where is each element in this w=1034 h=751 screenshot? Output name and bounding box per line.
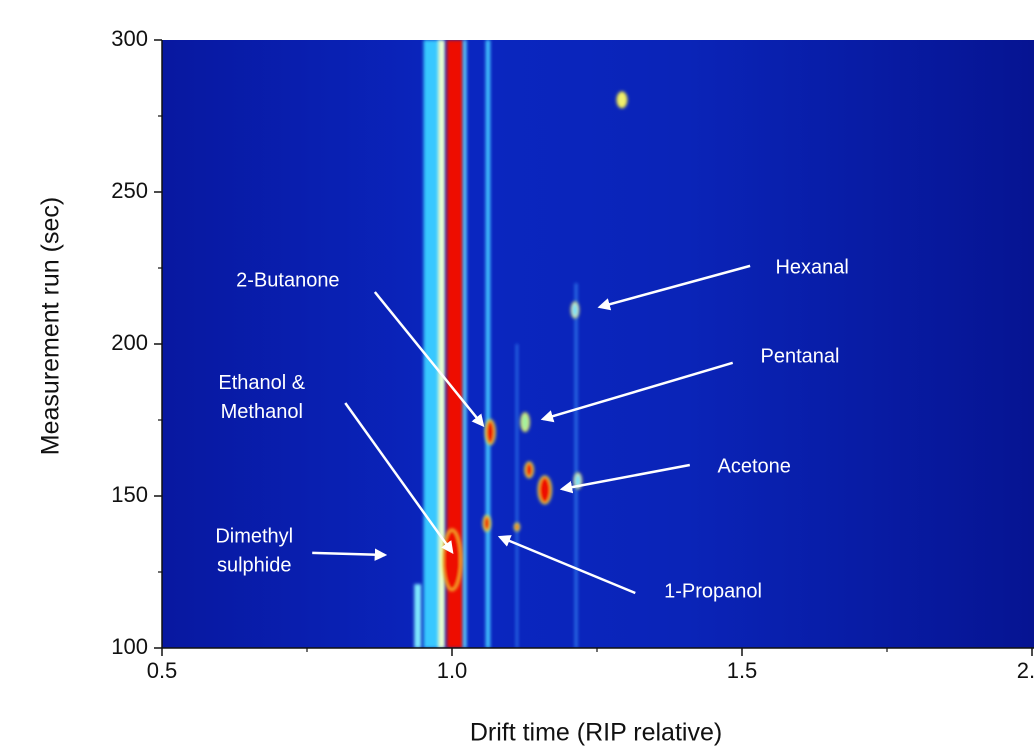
plot-area	[414, 40, 628, 648]
annotation-arrow	[559, 463, 691, 494]
y-tick-label: 150	[111, 482, 148, 507]
y-axis-title: Measurement run (sec)	[37, 197, 65, 455]
peak	[484, 419, 496, 446]
annotation-label: Ethanol &	[218, 372, 305, 394]
annotation-arrow	[540, 361, 734, 423]
peak	[441, 528, 463, 591]
peak	[513, 522, 521, 532]
y-tick-label: 250	[111, 178, 148, 203]
peak	[570, 301, 580, 319]
band	[515, 344, 519, 648]
peak	[537, 475, 552, 505]
peak	[482, 515, 492, 532]
band	[463, 40, 467, 648]
band	[574, 283, 578, 648]
plot-background	[162, 40, 1034, 648]
x-axis-title: Drift time (RIP relative)	[470, 719, 722, 747]
y-tick-label: 300	[111, 26, 148, 51]
x-tick-label: 1.0	[437, 658, 468, 683]
annotation-label: Methanol	[221, 401, 303, 423]
band	[485, 40, 491, 648]
annotation-label: 2-Butanone	[236, 269, 339, 291]
band	[438, 40, 446, 648]
annotation-label: Hexanal	[775, 256, 848, 278]
peak	[616, 91, 628, 109]
annotation-arrow	[597, 264, 751, 311]
peak	[520, 412, 530, 432]
x-tick-label: 0.5	[147, 658, 178, 683]
band	[446, 40, 464, 648]
band	[414, 584, 422, 648]
x-tick-label: 2.0	[1017, 658, 1034, 683]
y-tick-label: 100	[111, 634, 148, 659]
annotation-arrow	[312, 548, 388, 561]
band	[423, 40, 441, 648]
x-tick-label: 1.5	[727, 658, 758, 683]
annotation-label: sulphide	[217, 554, 292, 576]
peak	[524, 461, 534, 479]
annotation-arrow	[373, 291, 485, 428]
annotation-arrow	[344, 402, 454, 554]
y-tick-label: 200	[111, 330, 148, 355]
annotation-label: Pentanal	[761, 345, 840, 367]
annotation-label: Dimethyl	[215, 525, 293, 547]
annotation-label: 1-Propanol	[664, 580, 762, 602]
annotation-label: Acetone	[717, 455, 790, 477]
annotation-arrow	[497, 535, 636, 595]
axes	[154, 39, 1034, 656]
